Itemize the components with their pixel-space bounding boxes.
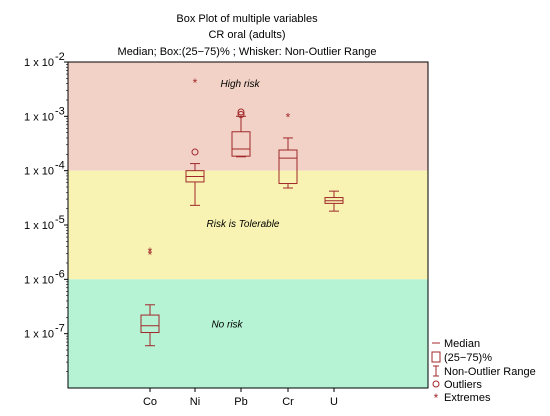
x-tick-label-1: Ni [190, 396, 200, 408]
chart-title-group: Box Plot of multiple variables CR oral (… [118, 13, 377, 58]
x-tick-label-0: Co [143, 396, 157, 408]
y-tick-label-3: 1 x 10 [24, 220, 54, 232]
legend-label-extreme: Extremes [444, 392, 491, 404]
box-U [324, 190, 344, 212]
legend-box-swatch [431, 351, 441, 363]
box-Co: ** [140, 245, 160, 347]
y-tick-label-5: 1 x 10 [24, 329, 54, 341]
legend-label-box: (25−75)% [444, 352, 492, 364]
extreme-point-0: * [286, 110, 291, 124]
legend-extreme-swatch: * [434, 391, 439, 405]
x-tick-label-3: Cr [282, 396, 294, 408]
legend-outlier-swatch [432, 380, 440, 388]
y-tick-exponent-0: -2 [55, 51, 65, 63]
chart-title: Box Plot of multiple variables [176, 13, 318, 25]
legend-label-outlier: Outliers [444, 379, 482, 391]
y-tick-exponent-1: -3 [55, 105, 65, 117]
chart-description: Median; Box:(25−75)% ; Whisker: Non-Outl… [118, 46, 377, 58]
iqr-box [278, 149, 298, 185]
iqr-box [140, 314, 160, 334]
chart-subtitle: CR oral (adults) [208, 29, 285, 41]
box-Pb [231, 108, 251, 158]
legend-item-extreme: * Extremes [434, 391, 491, 405]
zone-label-2: No risk [211, 319, 243, 330]
legend-item-whisker: Non-Outlier Range [433, 365, 536, 378]
outlier-point-0 [191, 148, 199, 156]
zone-band-2 [68, 279, 428, 388]
y-tick-exponent-4: -6 [55, 268, 65, 280]
outlier-point-1 [237, 111, 245, 119]
y-tick-exponent-2: -4 [55, 160, 65, 172]
chart-legend: Median(25−75)%Non-Outlier RangeOutliers*… [431, 338, 536, 405]
x-tick-label-4: U [330, 396, 338, 408]
legend-item-outlier: Outliers [432, 379, 482, 391]
extreme-point-0: * [148, 245, 153, 259]
legend-item-box: (25−75)% [431, 351, 492, 364]
y-tick-label-0: 1 x 10 [24, 57, 54, 69]
y-tick-label-2: 1 x 10 [24, 166, 54, 178]
risk-zones: High risk Risk is Tolerable No risk [68, 62, 428, 388]
box-Cr: * [278, 110, 298, 189]
y-tick-exponent-3: -5 [55, 214, 65, 226]
extreme-point-1: * [148, 248, 153, 262]
legend-item-median: Median [432, 338, 480, 350]
zone-label-1: Risk is Tolerable [207, 219, 280, 230]
legend-label-median: Median [444, 338, 480, 350]
zone-band-1 [68, 170, 428, 280]
box-marks: **** [140, 76, 344, 347]
x-tick-label-2: Pb [234, 396, 247, 408]
outlier-point-0 [237, 108, 245, 116]
zone-band-0 [68, 62, 428, 171]
box-Ni: * [185, 76, 205, 206]
legend-label-whisker: Non-Outlier Range [444, 366, 536, 378]
y-tick-exponent-5: -7 [55, 323, 65, 335]
y-tick-label-4: 1 x 10 [24, 274, 54, 286]
extreme-point-0: * [193, 76, 198, 90]
y-tick-label-1: 1 x 10 [24, 111, 54, 123]
zone-label-0: High risk [221, 79, 261, 90]
iqr-box [231, 131, 251, 157]
chart-axes: 1 x 10 -21 x 10 -31 x 10 -41 x 10 -51 x 10 -6… [24, 51, 429, 408]
